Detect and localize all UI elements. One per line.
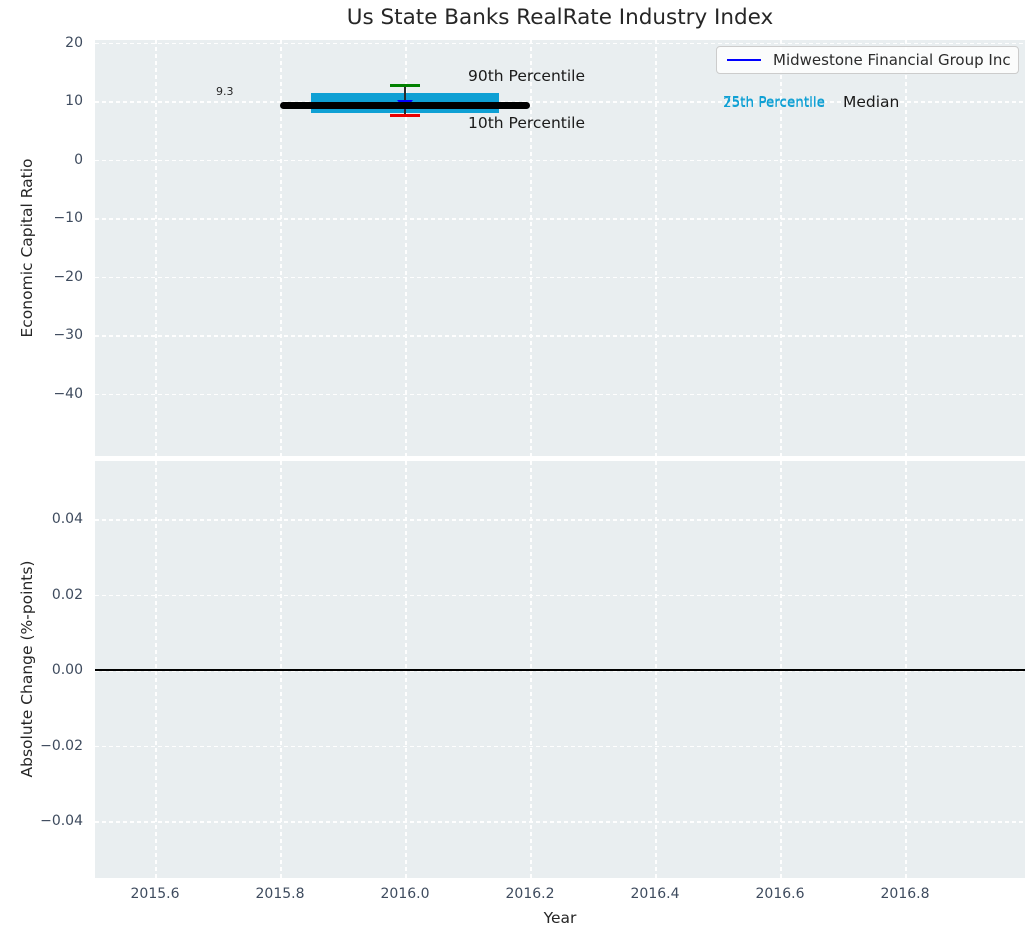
y-gridline: [95, 335, 1025, 337]
x-axis-label: Year: [543, 909, 577, 927]
x-tick-label: 2016.2: [505, 886, 555, 902]
top-axes: 9.3 90th Percentile 10th Percentile 75th…: [95, 40, 1025, 456]
bottom-axes: [95, 461, 1025, 878]
x-tick-label: 2015.6: [130, 886, 180, 902]
y-tick-label: −0.02: [40, 737, 83, 754]
x-tick-label: 2016.4: [630, 886, 680, 902]
y-tick-label: 0.04: [51, 511, 83, 527]
zero-line: [95, 669, 1025, 671]
p75-label: 75th Percentile: [723, 94, 825, 110]
y-gridline: [95, 159, 1025, 161]
y-tick-label: −20: [53, 268, 83, 285]
x-gridline: [280, 40, 282, 456]
p10-cap: [390, 114, 420, 118]
legend-line-sample: [727, 58, 761, 62]
y-tick-label: −10: [53, 210, 83, 226]
p25-label: 25th Percentile: [723, 94, 825, 111]
chart-title: Us State Banks RealRate Industry Index: [346, 5, 774, 30]
y-tick-label: 0.00: [51, 662, 83, 678]
y-gridline: [95, 393, 1025, 395]
x-tick-label: 2016.8: [880, 886, 930, 902]
y-tick-label: −30: [53, 327, 83, 343]
legend: Midwestone Financial Group Inc: [716, 46, 1019, 74]
y-gridline: [95, 745, 1025, 747]
y-gridline: [95, 42, 1025, 44]
legend-entry-label: Midwestone Financial Group Inc: [773, 51, 1011, 69]
p90-label: 90th Percentile: [468, 67, 586, 85]
x-gridline: [530, 40, 532, 456]
y-gridline: [95, 218, 1025, 220]
top-y-axis-label: Economic Capital Ratio: [18, 158, 36, 338]
y-gridline: [95, 276, 1025, 278]
y-tick-label: 0: [74, 151, 83, 168]
y-tick-label: 0.02: [51, 586, 83, 603]
x-gridline: [655, 40, 657, 456]
x-gridline: [780, 40, 782, 456]
y-gridline: [95, 519, 1025, 521]
median-label: Median: [843, 93, 900, 111]
x-gridline: [155, 40, 157, 456]
y-tick-label: −40: [53, 385, 83, 402]
x-tick-label: 2015.8: [255, 886, 305, 902]
x-gridline: [405, 40, 407, 456]
y-tick-label: −0.04: [40, 813, 83, 829]
x-tick-label: 2016.6: [755, 886, 805, 902]
x-gridline: [905, 40, 907, 456]
y-tick-label: 10: [65, 93, 83, 109]
p10-label: 10th Percentile: [468, 114, 586, 132]
p90-cap: [390, 84, 420, 88]
value-annotation: 9.3: [216, 85, 234, 98]
median-line: [280, 101, 530, 109]
y-gridline: [95, 821, 1025, 823]
y-tick-label: 20: [65, 34, 83, 51]
y-gridline: [95, 101, 1025, 103]
y-gridline: [95, 594, 1025, 596]
x-tick-label: 2016.0: [380, 886, 430, 902]
